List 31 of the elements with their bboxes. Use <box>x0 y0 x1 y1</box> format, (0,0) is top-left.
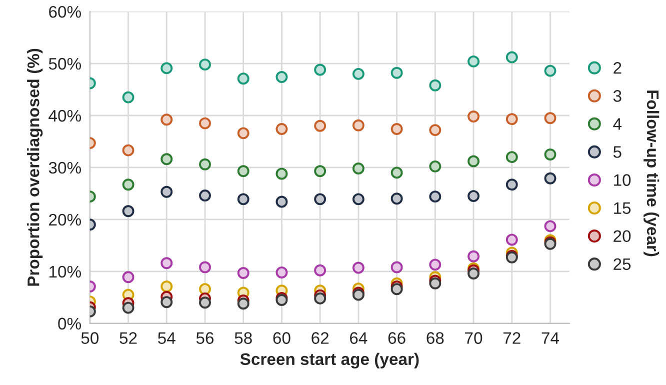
y-axis-title: Proportion overdiagnosed (%) <box>27 48 43 286</box>
x-tick-label: 70 <box>465 332 482 344</box>
x-tick-label: 52 <box>120 332 137 344</box>
x-tick-label: 50 <box>81 332 99 344</box>
legend-label: 15 <box>614 202 631 214</box>
y-tick-label: 60% <box>49 6 81 18</box>
x-axis-title: Screen start age (year) <box>240 352 419 368</box>
legend-label: 20 <box>614 230 631 242</box>
y-tick-label: 10% <box>49 266 81 278</box>
x-tick-label: 54 <box>158 332 176 344</box>
legend-label: 25 <box>614 258 631 270</box>
y-tick-label: 50% <box>48 58 81 70</box>
x-tick-label: 58 <box>234 332 252 344</box>
x-tick-label: 72 <box>503 332 520 344</box>
legend-label: 5 <box>613 146 622 158</box>
legend-label: 10 <box>614 174 631 186</box>
y-tick-label: 40% <box>48 110 81 122</box>
x-tick-label: 60 <box>273 332 290 344</box>
legend-label: 2 <box>614 62 622 74</box>
x-tick-label: 74 <box>542 332 560 344</box>
legend-title: Follow-up time (year) <box>644 90 660 256</box>
y-tick-label: 30% <box>48 162 81 174</box>
x-tick-label: 64 <box>350 332 368 344</box>
x-tick-label: 68 <box>426 332 444 344</box>
legend-label: 3 <box>613 90 622 102</box>
y-tick-label: 20% <box>49 214 81 226</box>
y-tick-label: 0% <box>58 318 81 330</box>
x-tick-label: 66 <box>388 332 406 344</box>
x-tick-label: 56 <box>196 332 214 344</box>
legend-label: 4 <box>613 118 622 130</box>
x-tick-label: 62 <box>312 332 329 344</box>
